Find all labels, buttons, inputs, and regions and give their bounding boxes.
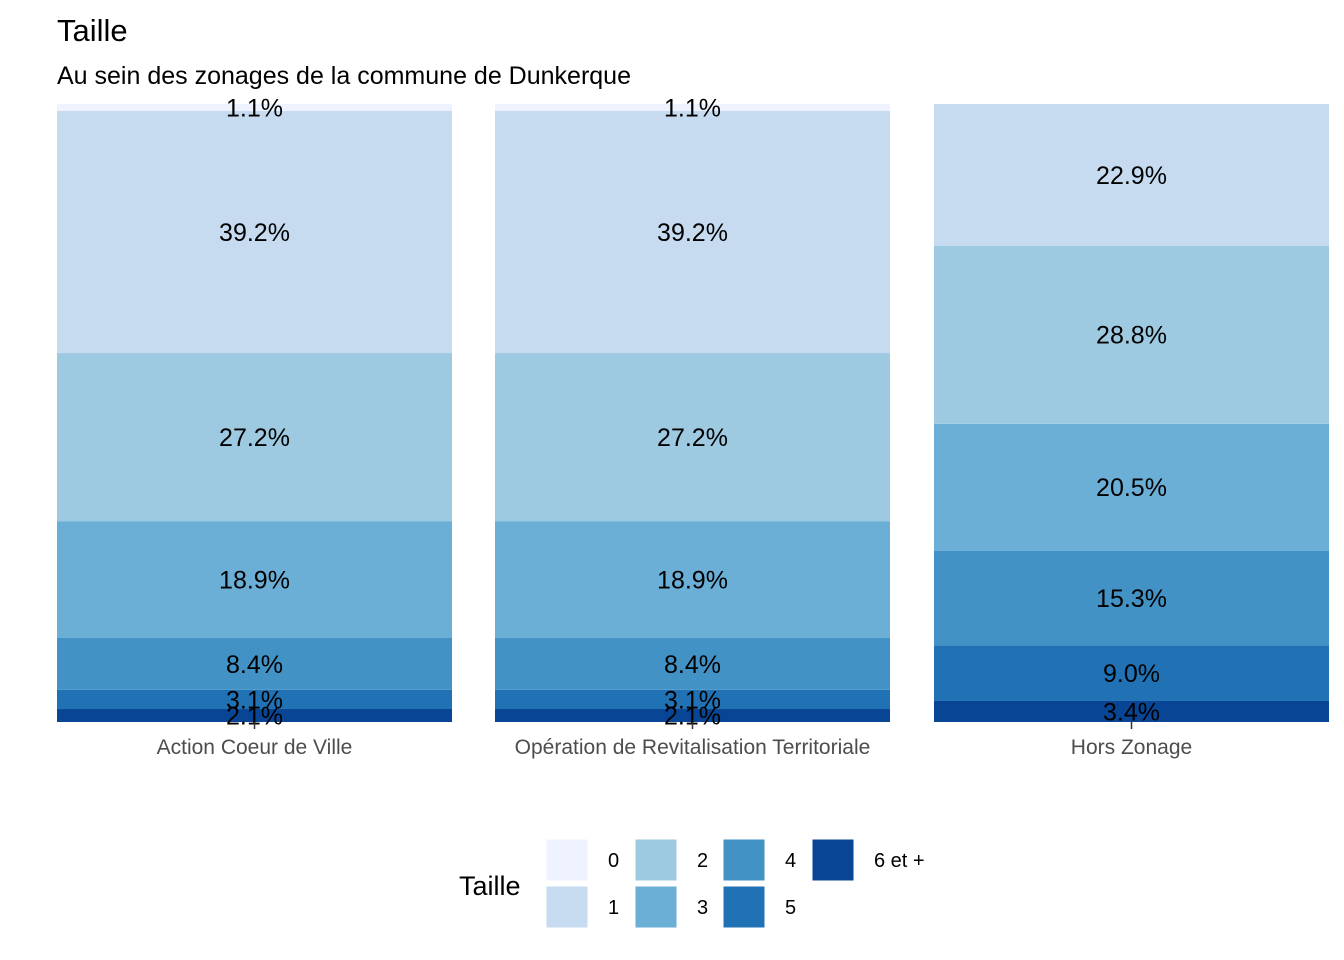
bar-segment-0-0 [57,104,452,111]
data-label: 3.1% [226,686,283,714]
data-label: 1.1% [226,94,283,122]
x-axis: Action Coeur de Ville Opération de Revita… [157,722,1192,759]
legend-label: 0 [608,850,619,872]
bar-segment-0-5 [57,689,452,710]
bar-segment-2-3 [934,423,1329,551]
data-label: 3.4% [1103,698,1160,726]
x-tick-label: Opération de Revitalisation Territoriale [515,736,871,759]
bar-labels: 2.1%3.1%8.4%18.9%27.2%39.2%1.1%2.1%3.1%8… [219,94,1167,730]
bar-segment-0-3 [57,521,452,638]
legend-key-5 [722,885,766,929]
bar-segment-0-1 [57,110,452,354]
legend-key-4 [722,838,766,882]
legend-label: 6 et + [874,850,925,872]
data-label: 15.3% [1096,585,1167,613]
bar-segment-1-3 [495,521,890,638]
data-label: 27.2% [657,424,728,452]
bar-segment-0-6-et-+ [57,709,452,722]
data-label: 1.1% [664,94,721,122]
legend-title: Taille [459,871,521,901]
data-label: 39.2% [657,219,728,247]
data-label: 8.4% [664,651,721,679]
data-label: 3.1% [664,686,721,714]
data-label: 28.8% [1096,322,1167,350]
bars-area [57,104,1329,722]
x-tick-label: Action Coeur de Ville [157,736,353,759]
bar-segment-2-1 [934,104,1329,246]
legend-key-2 [634,838,678,882]
data-label: 8.4% [226,651,283,679]
bar-segment-1-0 [495,104,890,111]
data-label: 18.9% [657,567,728,595]
legend-key-6-et-+ [811,838,855,882]
legend-key-0 [545,838,589,882]
bar-segment-2-5 [934,645,1329,701]
bar-segment-0-2 [57,353,452,522]
bar-segment-1-4 [495,637,890,690]
data-label: 9.0% [1103,660,1160,688]
data-label: 22.9% [1096,162,1167,190]
bar-segment-1-2 [495,353,890,522]
legend-label: 3 [697,897,708,919]
bar-segment-0-4 [57,637,452,690]
bar-segment-2-4 [934,550,1329,646]
data-label: 18.9% [219,567,290,595]
chart-subtitle: Au sein des zonages de la commune de Dun… [57,62,631,90]
legend-label: 4 [785,850,796,872]
bar-segment-1-1 [495,110,890,354]
chart-title: Taille [57,13,128,48]
legend-label: 5 [785,897,796,919]
x-tick-label: Hors Zonage [1071,736,1192,759]
bar-segment-2-6-et-+ [934,700,1329,722]
bar-segment-1-5 [495,689,890,710]
data-label: 27.2% [219,424,290,452]
legend-key-3 [634,885,678,929]
bar-segment-1-6-et-+ [495,709,890,722]
data-label: 39.2% [219,219,290,247]
legend-label: 1 [608,897,619,919]
legend-key-1 [545,885,589,929]
legend-label: 2 [697,850,708,872]
legend: Taille 0 1 2 3 4 5 6 et + [459,838,925,929]
bar-segment-2-2 [934,245,1329,424]
data-label: 20.5% [1096,474,1167,502]
